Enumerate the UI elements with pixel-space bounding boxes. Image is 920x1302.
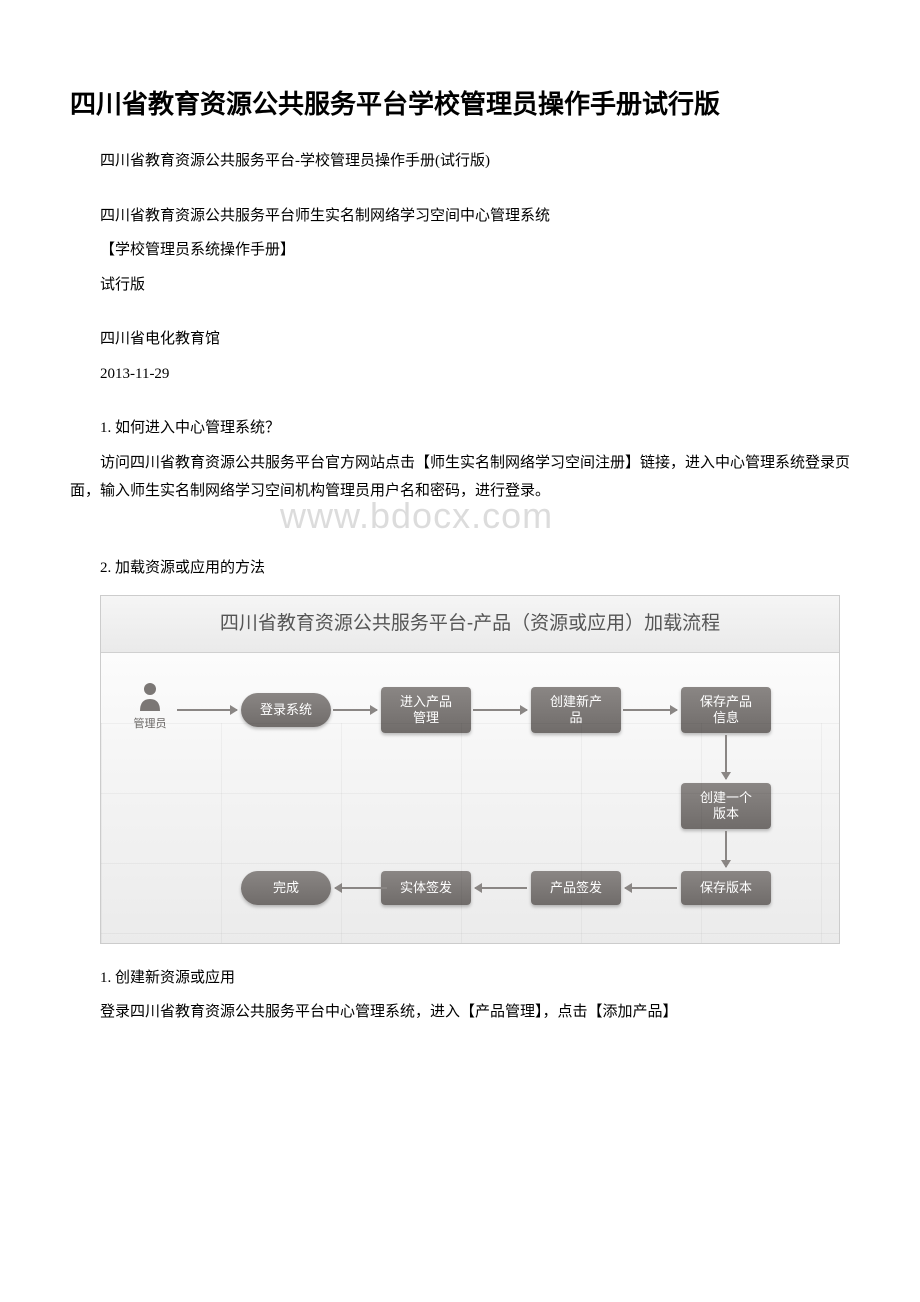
flow-arrow — [475, 887, 527, 889]
section-q1-heading: 1. 如何进入中心管理系统？ — [70, 414, 850, 443]
para-manual-bracket: 【学校管理员系统操作手册】 — [100, 236, 850, 265]
flow-node-prodsig: 产品签发 — [531, 871, 621, 905]
flow-node-newprod: 创建新产品 — [531, 687, 621, 733]
flow-arrow — [473, 709, 527, 711]
flow-node-done: 完成 — [241, 871, 331, 905]
flow-arrow — [623, 709, 677, 711]
flow-arrow — [625, 887, 677, 889]
flow-arrow — [177, 709, 237, 711]
flow-arrow — [335, 887, 387, 889]
section-q1-body: 访问四川省教育资源公共服务平台官方网站点击【师生实名制网络学习空间注册】链接，进… — [70, 449, 850, 506]
para-system-name: 四川省教育资源公共服务平台师生实名制网络学习空间中心管理系统 — [70, 202, 850, 231]
flow-arrow — [333, 709, 377, 711]
para-subtitle: 四川省教育资源公共服务平台-学校管理员操作手册(试行版) — [70, 147, 850, 176]
flow-node-prodmgr: 进入产品管理 — [381, 687, 471, 733]
flow-node-login: 登录系统 — [241, 693, 331, 727]
flowchart-canvas: 管理员 登录系统 进入产品管理 创建新产品 保存产品信息创建一个版本保存版本 产品签发 实… — [101, 653, 839, 943]
para-org: 四川省电化教育馆 — [100, 325, 850, 354]
section-q2-heading: 2. 加载资源或应用的方法 — [70, 554, 850, 583]
flow-node-saveinfo: 保存产品信息 — [681, 687, 771, 733]
flowchart-container: 四川省教育资源公共服务平台-产品（资源或应用）加载流程 管理员 登录系统 进入产品… — [100, 595, 840, 944]
flow-node-savever: 保存版本 — [681, 871, 771, 905]
flowchart-actor: 管理员 — [125, 681, 175, 735]
section-s1-heading: 1. 创建新资源或应用 — [70, 964, 850, 993]
person-icon — [136, 681, 164, 711]
flow-node-createver: 创建一个版本 — [681, 783, 771, 829]
para-trial: 试行版 — [100, 271, 850, 300]
page-title: 四川省教育资源公共服务平台学校管理员操作手册试行版 — [70, 80, 850, 129]
flow-arrow — [725, 735, 727, 779]
flowchart-title: 四川省教育资源公共服务平台-产品（资源或应用）加载流程 — [101, 596, 839, 653]
section-s1-body: 登录四川省教育资源公共服务平台中心管理系统，进入【产品管理】，点击【添加产品】 — [70, 998, 850, 1027]
flow-node-entsig: 实体签发 — [381, 871, 471, 905]
flowchart-actor-label: 管理员 — [125, 714, 175, 735]
flow-arrow — [725, 831, 727, 867]
para-date: 2013-11-29 — [100, 360, 850, 389]
